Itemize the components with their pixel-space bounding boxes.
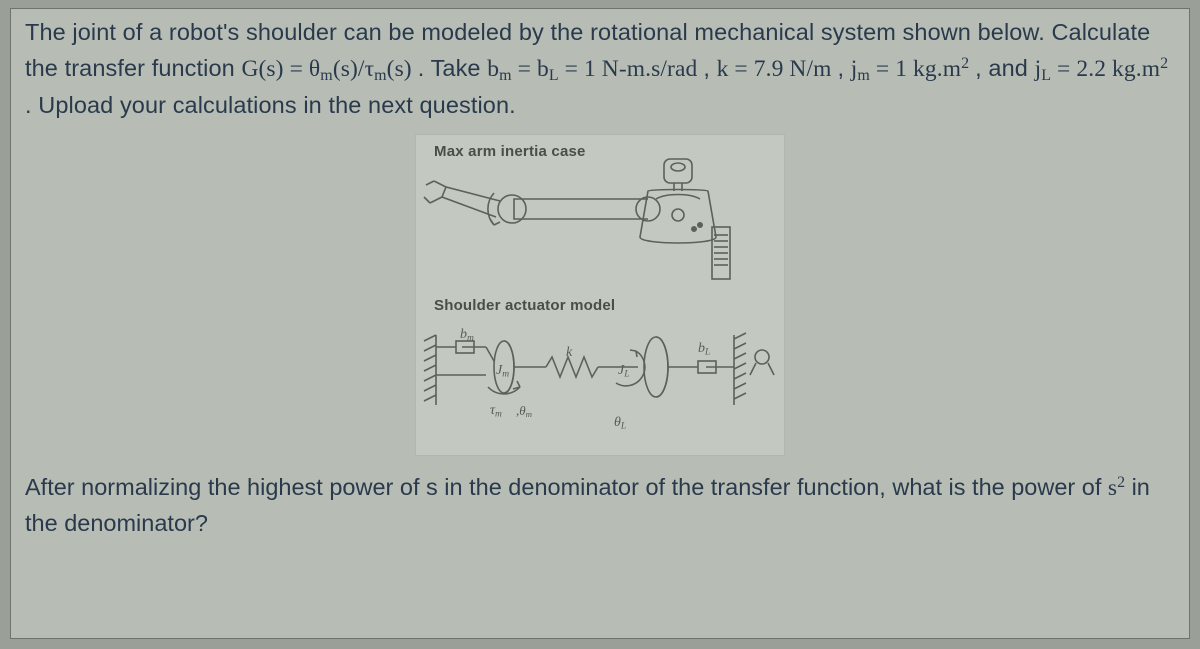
k-lhs: k = (717, 56, 754, 82)
b2: b (537, 56, 549, 82)
slash: / (358, 56, 365, 82)
j-sub-m: m (857, 67, 870, 84)
tau-arg: (s) (387, 56, 412, 82)
sym-k: k (566, 345, 572, 361)
s-base: s (1108, 475, 1117, 501)
j-sub-l: L (1041, 67, 1051, 84)
theta: θ (309, 56, 320, 82)
comma-and: , and (975, 55, 1034, 81)
robot-pictogram-icon (416, 153, 786, 293)
followup-question: After normalizing the highest power of s… (25, 470, 1175, 542)
gs-lhs: G(s) = (241, 56, 308, 82)
jm-expr: jm = 1 kg.m2 (851, 56, 975, 82)
theta-sub: m (320, 67, 333, 84)
tau-sub: m (374, 67, 387, 84)
figure-container: Max arm inertia case Shoulder actuator m… (25, 134, 1175, 456)
b: b (487, 56, 499, 82)
theta-arg: (s) (333, 56, 358, 82)
sym-jm: Jm (496, 363, 509, 379)
sym-jl: JL (618, 363, 630, 379)
jm-sup: 2 (961, 55, 969, 72)
b-sub-m: m (499, 67, 512, 84)
text: After normalizing the highest power of s… (25, 474, 1108, 500)
text: . Take (418, 55, 488, 81)
problem-statement: The joint of a robot's shoulder can be m… (25, 15, 1175, 124)
jm-val: = 1 kg.m (870, 56, 961, 82)
sym-theta-l: θL (614, 415, 626, 431)
comma: , (837, 55, 850, 81)
sym-bm: bm (460, 327, 474, 343)
question-sheet: The joint of a robot's shoulder can be m… (10, 8, 1190, 639)
jl-sup: 2 (1160, 55, 1168, 72)
sym-bl: bL (698, 341, 710, 357)
figure-label-mid: Shoulder actuator model (434, 297, 615, 314)
jl-val: = 2.2 kg.m (1051, 56, 1160, 82)
b-sub-l: L (549, 67, 559, 84)
k-expr: k = 7.9 N/m (717, 56, 838, 82)
tau: τ (365, 56, 375, 82)
jl-expr: jL = 2.2 kg.m2 (1035, 56, 1169, 82)
text: . Upload your calculations in the next q… (25, 92, 516, 118)
sym-tau: τm (490, 403, 502, 419)
s-sup: 2 (1117, 474, 1125, 491)
sym-theta-m: ,θm (516, 403, 532, 419)
transfer-function-expr: G(s) = θm(s)/τm(s) (241, 56, 417, 82)
k-val: 7.9 N/m (754, 56, 832, 82)
bm-expr: bm = bL = 1 N-m.s/rad (487, 56, 703, 82)
b-val: 1 N-m.s/rad (584, 56, 697, 82)
comma: , (703, 55, 716, 81)
s-squared: s2 (1108, 475, 1125, 501)
eq: = (512, 56, 537, 82)
figure: Max arm inertia case Shoulder actuator m… (415, 134, 785, 456)
eq2: = (559, 56, 584, 82)
